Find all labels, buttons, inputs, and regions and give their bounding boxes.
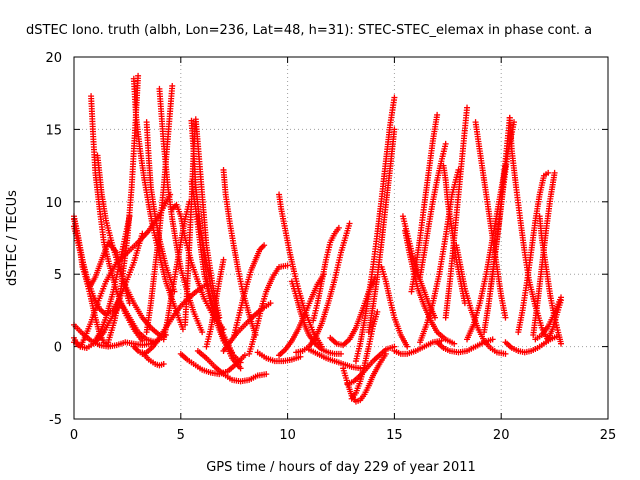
data-point xyxy=(199,329,206,336)
y-tick-label: 0 xyxy=(54,341,62,356)
y-tick-label: 10 xyxy=(45,196,62,211)
data-point xyxy=(160,360,167,367)
y-tick-label: -5 xyxy=(49,413,62,428)
axis-ticks: 0 5 10 15 20 25 -5 0 5 10 15 20 xyxy=(45,51,616,443)
data-point xyxy=(139,230,146,237)
data-point xyxy=(261,242,268,249)
x-axis-label: GPS time / hours of day 229 of year 2011 xyxy=(206,460,476,475)
data-point xyxy=(139,337,146,344)
data-points xyxy=(71,72,565,405)
data-point xyxy=(179,326,186,333)
x-tick-label: 15 xyxy=(386,428,403,443)
y-tick-label: 15 xyxy=(45,123,62,138)
y-axis-label: dSTEC / TECUs xyxy=(5,190,20,286)
data-point xyxy=(135,72,142,79)
y-tick-label: 5 xyxy=(54,268,62,283)
data-point xyxy=(169,82,176,89)
x-tick-label: 20 xyxy=(493,428,510,443)
data-point xyxy=(237,365,244,372)
x-tick-label: 25 xyxy=(600,428,617,443)
x-tick-label: 10 xyxy=(279,428,296,443)
chart-title: dSTEC Iono. truth (albh, Lon=236, Lat=48… xyxy=(26,23,592,38)
x-tick-label: 5 xyxy=(177,428,185,443)
data-point xyxy=(263,371,270,378)
x-tick-label: 0 xyxy=(70,428,78,443)
y-tick-label: 20 xyxy=(45,51,62,66)
data-point xyxy=(267,300,274,307)
data-point xyxy=(220,256,227,263)
data-point xyxy=(241,352,248,359)
